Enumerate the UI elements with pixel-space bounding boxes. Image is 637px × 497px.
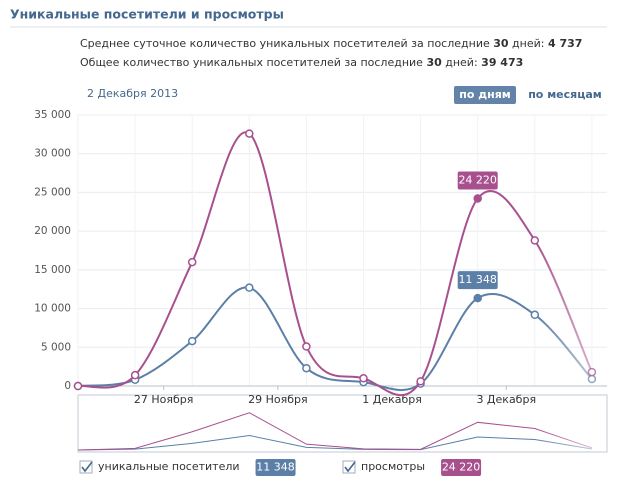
point — [473, 293, 482, 303]
point — [187, 257, 197, 267]
legend-checkbox[interactable] — [342, 460, 356, 474]
point — [187, 336, 197, 346]
y-tick-label: 5 000 — [41, 341, 71, 353]
y-tick-label: 10 000 — [34, 303, 71, 315]
t: дней: — [442, 56, 481, 69]
legend-badge — [255, 459, 296, 476]
y-tick-label: 30 000 — [34, 148, 71, 160]
x-tick-label: 27 Ноября — [134, 393, 194, 406]
value-label: 24 220 — [458, 173, 497, 186]
legend-label[interactable]: уникальные посетители — [98, 460, 240, 473]
legend-badge-label: 24 220 — [442, 461, 481, 474]
y-tick-label: 35 000 — [34, 109, 71, 121]
point — [530, 236, 540, 245]
legend-badge — [441, 459, 482, 476]
y-tick-label: 20 000 — [34, 225, 71, 237]
legend-checkbox[interactable] — [79, 460, 93, 474]
y-tick-label: 0 — [64, 380, 71, 392]
navigator — [77, 394, 608, 453]
navigator-line — [77, 412, 593, 451]
value-label-bg — [457, 171, 498, 190]
point — [587, 374, 597, 384]
value-label-bg — [457, 271, 498, 290]
legend-check — [81, 461, 93, 473]
x-tick-label: 3 Декабря — [476, 393, 536, 406]
summary-1: Среднее суточное количество уникальных п… — [80, 37, 582, 50]
point — [359, 374, 368, 383]
point — [530, 310, 540, 320]
button-days[interactable] — [454, 86, 516, 104]
point — [245, 129, 254, 138]
value-label: 11 348 — [458, 273, 497, 286]
legend-check — [344, 461, 356, 473]
x-tick-label: 29 Ноября — [248, 393, 308, 406]
title: Уникальные посетители и просмотры — [10, 7, 284, 22]
x-tick-label: 1 Декабря — [362, 393, 422, 406]
navigator-line — [77, 434, 592, 451]
series-line — [77, 286, 593, 392]
y-tick-label: 15 000 — [34, 264, 71, 276]
t: 39 473 — [481, 56, 523, 69]
legend-label[interactable]: просмотры — [361, 460, 425, 473]
t: 30 — [493, 37, 509, 50]
t: 4 737 — [548, 37, 582, 50]
t: Среднее суточное количество уникальных п… — [80, 37, 493, 50]
point — [130, 370, 140, 380]
series-line — [77, 131, 593, 396]
summary-2: Общее количество уникальных посетителей … — [80, 56, 523, 69]
t: Общее количество уникальных посетителей … — [80, 56, 426, 69]
t: дней: — [509, 37, 548, 50]
point — [73, 381, 83, 391]
point — [302, 342, 311, 351]
button-days-label[interactable]: по дням — [459, 88, 511, 101]
legend-badge-label: 11 348 — [256, 461, 295, 474]
point — [302, 363, 311, 373]
date: 2 Декабря 2013 — [87, 87, 178, 100]
point — [587, 367, 597, 377]
t: 30 — [426, 56, 442, 69]
point — [473, 194, 482, 203]
point — [416, 377, 425, 386]
point — [245, 283, 254, 292]
y-tick-label: 25 000 — [34, 186, 71, 198]
button-months[interactable]: по месяцам — [528, 88, 602, 101]
